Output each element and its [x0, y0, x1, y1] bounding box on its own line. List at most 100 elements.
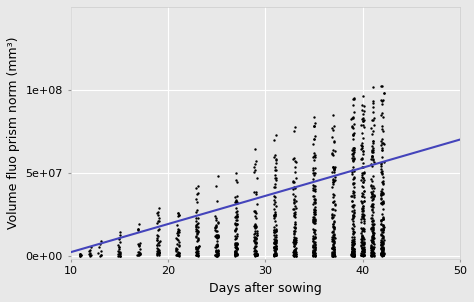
Point [291, 247, 298, 252]
Point [378, 233, 386, 237]
Point [309, 249, 317, 254]
Point [378, 111, 386, 115]
Point [116, 252, 123, 257]
Point [329, 228, 337, 233]
Point [251, 247, 259, 252]
Point [348, 241, 356, 246]
Point [175, 213, 183, 217]
Point [155, 251, 162, 255]
Point [252, 249, 259, 253]
Point [213, 199, 220, 204]
Point [253, 253, 260, 258]
Point [194, 225, 202, 230]
Point [192, 246, 200, 251]
Point [291, 186, 299, 191]
Point [368, 243, 375, 247]
Point [309, 253, 317, 258]
Point [97, 238, 104, 243]
Point [251, 246, 258, 251]
Point [252, 244, 260, 249]
Point [378, 191, 386, 196]
Point [311, 165, 319, 170]
Point [377, 250, 384, 255]
Point [348, 251, 356, 255]
Point [310, 221, 318, 226]
Point [76, 252, 84, 257]
Point [95, 250, 102, 255]
Point [328, 253, 336, 258]
Point [348, 125, 356, 130]
Point [252, 253, 260, 258]
Point [232, 245, 240, 250]
Point [271, 212, 279, 217]
Point [360, 241, 368, 246]
Point [360, 247, 367, 252]
Point [330, 253, 337, 258]
Point [370, 122, 378, 127]
Point [253, 252, 260, 256]
Point [310, 250, 318, 255]
Point [253, 233, 261, 237]
Point [194, 249, 201, 253]
Point [329, 200, 337, 204]
Point [378, 191, 385, 196]
Point [378, 217, 385, 222]
Point [173, 236, 181, 241]
Point [349, 253, 356, 258]
Point [370, 194, 377, 199]
Point [369, 253, 377, 258]
Point [369, 228, 376, 233]
Point [311, 252, 319, 257]
Point [311, 207, 319, 212]
Point [330, 253, 337, 258]
Point [331, 165, 338, 169]
Point [329, 224, 337, 229]
Point [271, 232, 278, 237]
Point [330, 253, 337, 258]
Point [349, 246, 357, 250]
Point [292, 206, 300, 210]
Point [233, 214, 240, 219]
Point [153, 243, 161, 248]
Point [378, 179, 386, 184]
Point [329, 164, 337, 169]
Point [252, 252, 259, 257]
Point [95, 245, 102, 249]
Point [360, 103, 368, 108]
Point [380, 235, 387, 240]
Point [357, 157, 365, 162]
Point [253, 252, 260, 256]
Point [253, 253, 260, 258]
Point [377, 98, 385, 102]
Point [173, 251, 181, 256]
Point [377, 246, 384, 250]
Point [250, 169, 258, 174]
Point [291, 203, 298, 208]
Point [349, 177, 357, 182]
Point [253, 216, 260, 220]
Point [232, 214, 240, 219]
Point [368, 212, 376, 217]
Point [379, 215, 386, 220]
Point [212, 249, 219, 254]
Point [309, 182, 317, 187]
Point [369, 158, 376, 162]
Point [331, 253, 338, 258]
Point [193, 252, 201, 257]
Point [272, 253, 279, 258]
Point [214, 243, 221, 248]
Point [311, 244, 319, 249]
Point [232, 252, 239, 257]
Point [192, 252, 200, 257]
Point [359, 119, 367, 124]
Point [378, 241, 385, 246]
Point [358, 193, 365, 198]
Point [310, 239, 317, 244]
Point [378, 253, 386, 258]
Point [211, 252, 219, 257]
Point [192, 222, 200, 227]
Point [291, 251, 299, 256]
Point [379, 216, 386, 221]
Point [348, 250, 356, 255]
Point [291, 242, 299, 246]
